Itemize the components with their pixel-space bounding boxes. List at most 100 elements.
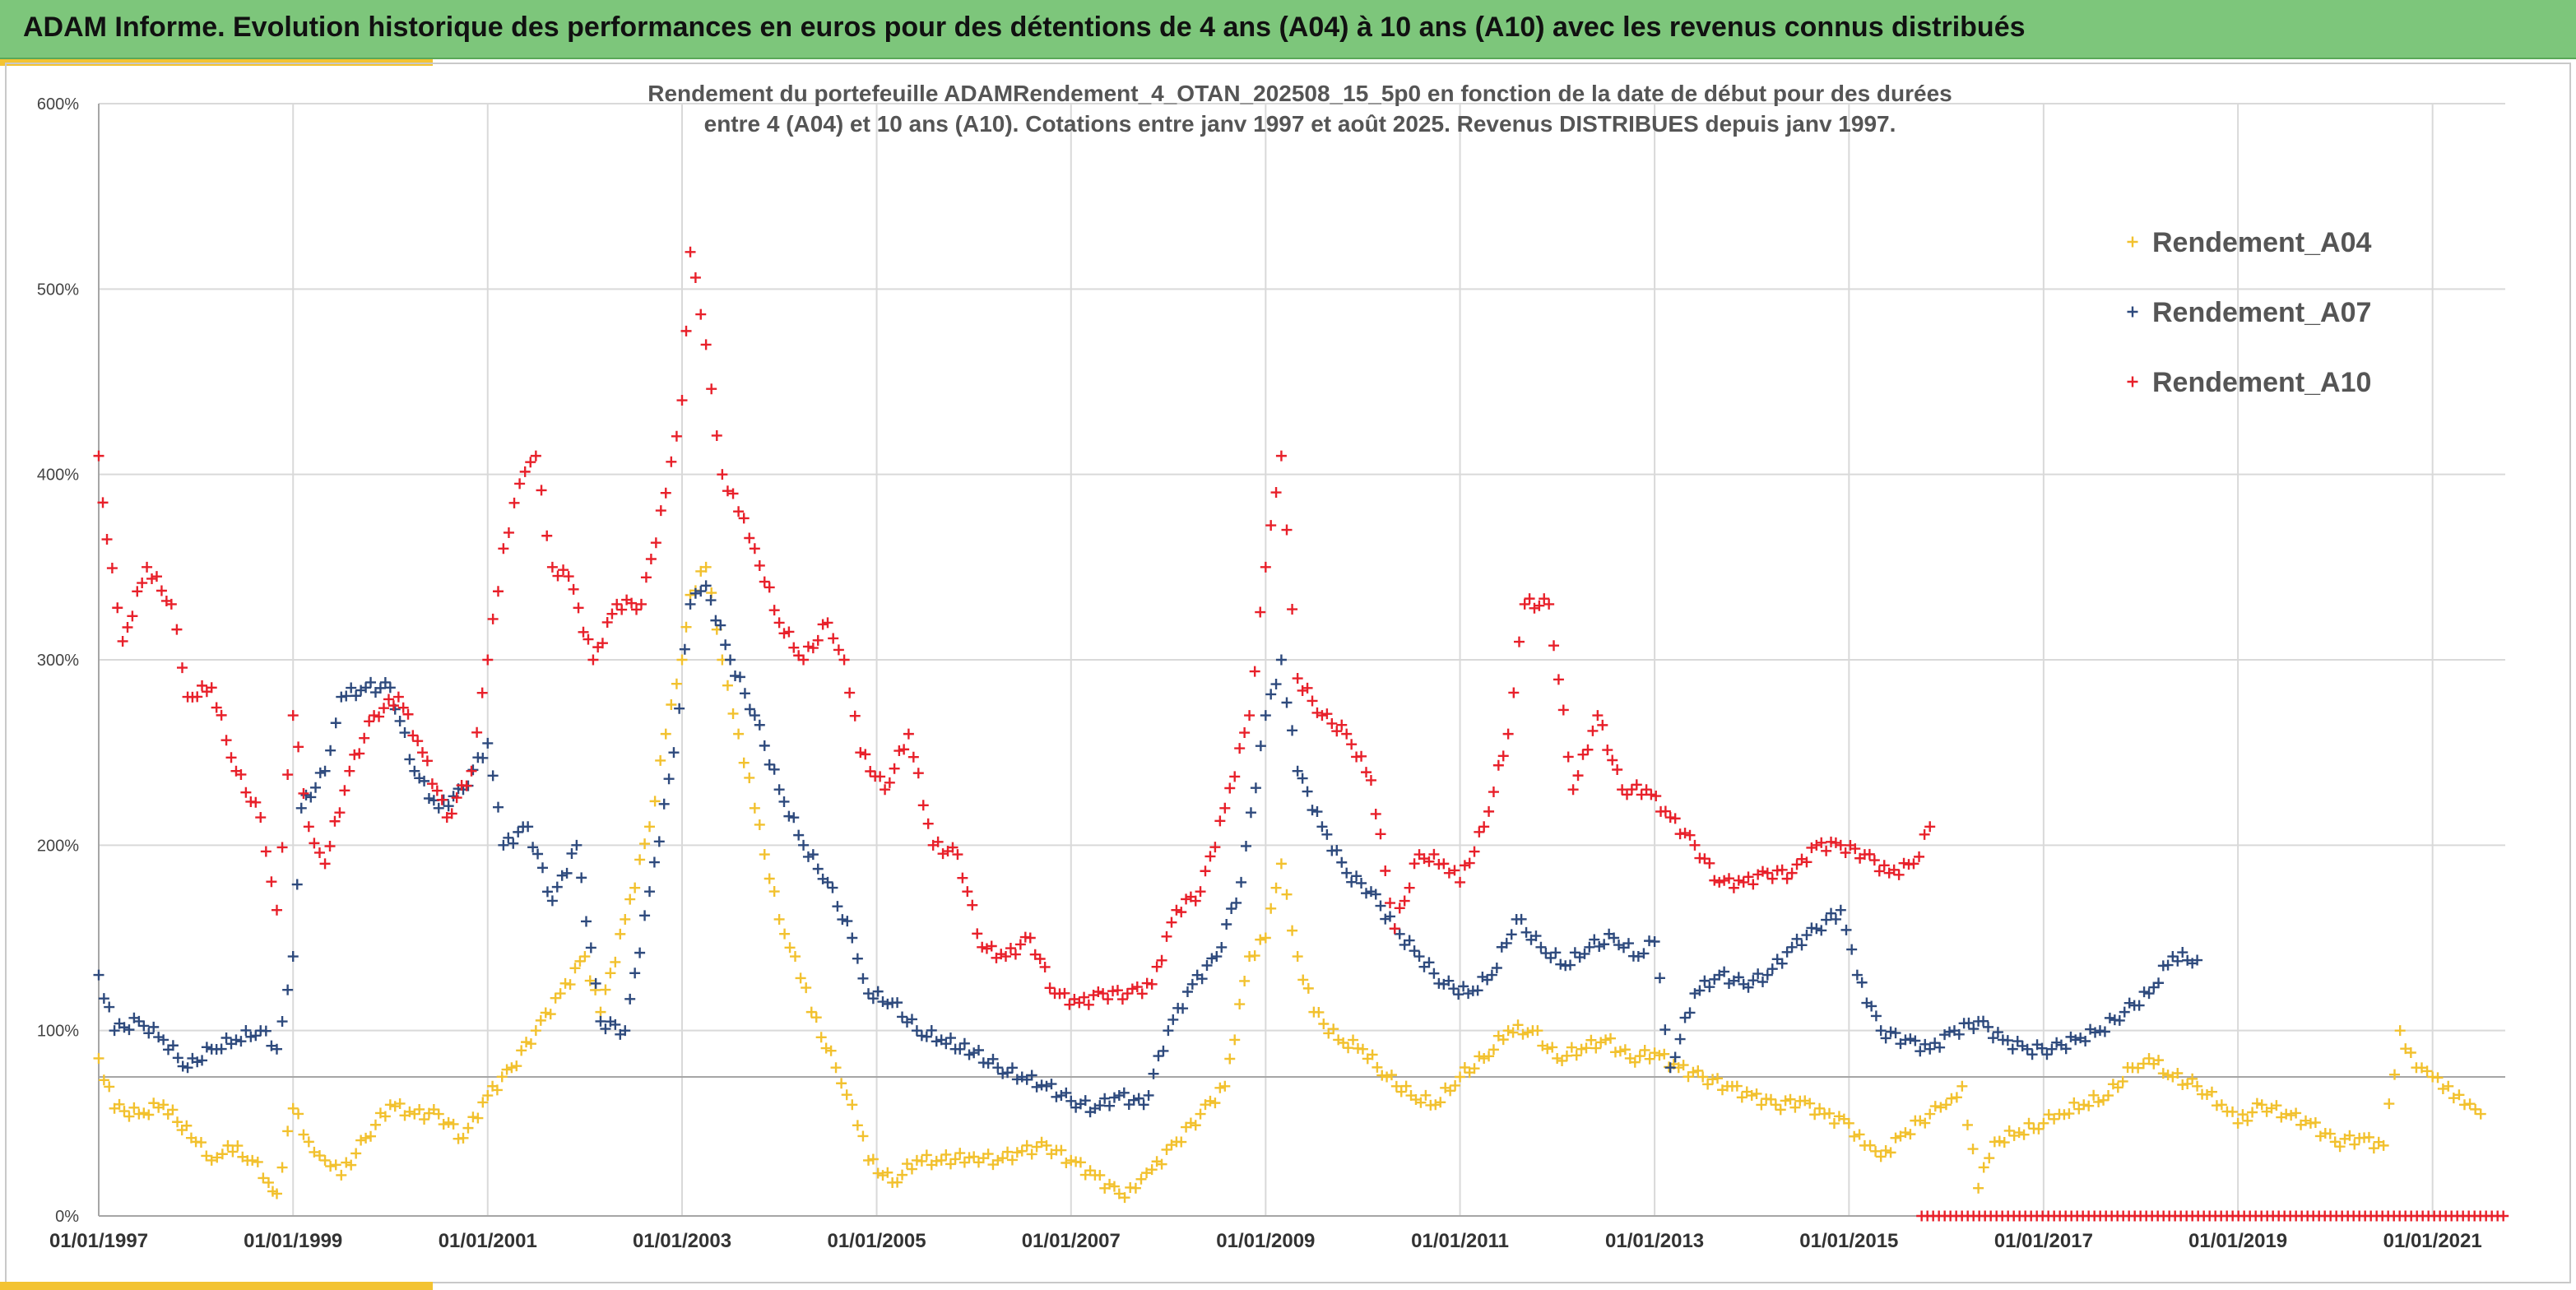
- data-point: [1385, 898, 1396, 909]
- data-point: [857, 972, 869, 984]
- y-tick-label: 600%: [37, 95, 79, 114]
- data-point: [433, 1108, 444, 1120]
- data-point: [1241, 840, 1252, 851]
- data-point: [330, 717, 341, 729]
- data-point: [2227, 1106, 2239, 1117]
- data-point: [2192, 954, 2203, 966]
- data-point: [1361, 888, 1372, 899]
- data-point: [611, 598, 623, 610]
- data-point: [1915, 1046, 1926, 1057]
- data-point: [1395, 1086, 1407, 1097]
- data-point: [2080, 1036, 2091, 1047]
- data-point: [700, 580, 712, 592]
- data-point: [1530, 930, 1542, 942]
- data-point: [1153, 1051, 1164, 1062]
- data-point: [764, 582, 775, 593]
- data-point: [106, 563, 118, 574]
- data-point: [1840, 924, 1852, 935]
- data-point: [467, 1111, 479, 1123]
- data-point: [556, 870, 568, 881]
- data-point: [629, 882, 641, 893]
- data-point: [2007, 1043, 2018, 1055]
- data-point: [1555, 958, 1566, 970]
- data-point: [1195, 886, 1206, 898]
- data-point: [1464, 857, 1475, 869]
- data-point: [1519, 598, 1530, 610]
- data-point: [1399, 895, 1410, 907]
- data-point: [1622, 938, 1634, 949]
- data-point: [1118, 1087, 1130, 1098]
- data-point: [680, 621, 692, 633]
- data-point: [1093, 986, 1104, 998]
- data-point: [842, 916, 853, 927]
- data-point: [996, 949, 1007, 960]
- data-point: [339, 785, 350, 796]
- x-tick-label: 01/01/1999: [244, 1230, 342, 1252]
- data-point: [330, 1159, 341, 1171]
- data-point: [1161, 1144, 1172, 1155]
- data-point: [384, 682, 396, 694]
- data-point: [595, 1006, 606, 1018]
- data-point: [2388, 1069, 2400, 1080]
- data-point: [211, 702, 222, 713]
- data-point: [2475, 1108, 2486, 1120]
- data-point: [695, 586, 707, 597]
- data-point: [600, 1023, 611, 1035]
- data-point: [1409, 945, 1420, 957]
- data-point: [1372, 1061, 1383, 1073]
- data-point: [1196, 973, 1208, 985]
- data-point: [952, 849, 963, 861]
- data-point: [1146, 1164, 1158, 1176]
- data-point: [1935, 1102, 1947, 1113]
- data-point: [2143, 1052, 2155, 1064]
- data-point: [926, 1024, 937, 1036]
- data-point: [98, 993, 109, 1005]
- data-point: [790, 951, 801, 963]
- data-point: [409, 765, 420, 777]
- data-point: [1639, 1044, 1650, 1056]
- data-point: [1292, 951, 1303, 963]
- data-point: [1002, 1146, 1014, 1158]
- data-point: [860, 749, 871, 760]
- data-point: [354, 748, 365, 759]
- data-point: [1156, 954, 1167, 966]
- data-point: [1524, 593, 1535, 605]
- data-point: [852, 953, 863, 964]
- data-point: [2394, 1025, 2406, 1037]
- data-point: [1993, 1135, 2005, 1147]
- data-point: [822, 876, 833, 888]
- data-point: [1113, 1188, 1125, 1200]
- data-point: [1311, 707, 1323, 718]
- data-point: [1224, 1053, 1236, 1065]
- data-point: [1761, 969, 1773, 981]
- data-point: [559, 977, 571, 989]
- data-point: [1552, 1052, 1563, 1064]
- data-point: [1712, 1073, 1724, 1084]
- data-point: [402, 708, 414, 720]
- data-point: [1346, 739, 1358, 750]
- data-point: [2036, 1042, 2048, 1054]
- data-point: [1890, 1132, 1901, 1144]
- data-point: [514, 478, 526, 490]
- data-point: [1219, 1080, 1231, 1092]
- data-point: [778, 796, 790, 807]
- data-point: [2046, 1043, 2058, 1055]
- data-point: [1231, 897, 1242, 908]
- data-point: [1010, 949, 1021, 960]
- data-point: [1316, 710, 1328, 722]
- data-point: [1557, 704, 1569, 716]
- data-point: [2098, 1094, 2110, 1106]
- data-point: [1255, 934, 1266, 945]
- data-point: [1119, 1192, 1130, 1204]
- data-point: [679, 643, 690, 655]
- data-point: [629, 968, 641, 979]
- data-point: [725, 654, 736, 666]
- data-point: [1445, 1085, 1456, 1097]
- data-point: [1545, 952, 1557, 963]
- data-point: [2162, 959, 2174, 971]
- data-point: [1733, 972, 1744, 983]
- data-point: [255, 812, 267, 824]
- data-point: [1459, 860, 1470, 871]
- data-point: [1143, 1089, 1154, 1101]
- data-point: [1307, 805, 1318, 816]
